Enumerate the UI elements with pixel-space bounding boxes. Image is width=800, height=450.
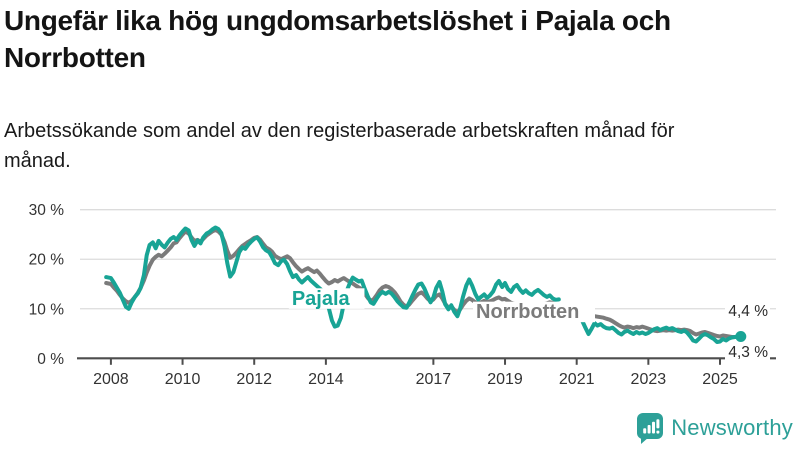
x-tick-label: 2014: [308, 371, 344, 388]
pajala-end-value-label: 4,4 %: [728, 303, 768, 320]
pajala-end-dot: [735, 331, 747, 343]
pajala-series-label: Pajala: [292, 288, 351, 310]
newsworthy-logo[interactable]: Newsworthy: [636, 412, 793, 444]
newsworthy-logo-text: Newsworthy: [671, 415, 793, 440]
end-label-mask: [725, 343, 770, 361]
x-tick-label: 2019: [487, 371, 523, 388]
x-tick-label: 2023: [631, 371, 667, 388]
x-tick-label: 2008: [93, 371, 129, 388]
x-tick-label: 2025: [702, 371, 738, 388]
newsworthy-icon: [637, 413, 664, 444]
norrbotten-series-label: Norrbotten: [476, 301, 579, 323]
pajala-line: [104, 225, 561, 329]
pajala-line: [580, 320, 743, 344]
end-label-mask: [725, 302, 770, 320]
x-tick-label: 2017: [416, 371, 452, 388]
chart-subtitle: Arbetssökande som andel av den registerb…: [4, 120, 675, 172]
y-tick-label: 10 %: [29, 301, 65, 318]
y-tick-label: 30 %: [29, 202, 65, 219]
x-tick-label: 2010: [165, 371, 201, 388]
norrbotten-label-mask: [473, 301, 596, 323]
x-tick-label: 2012: [236, 371, 272, 388]
y-tick-label: 0 %: [37, 351, 64, 368]
norrbotten-end-value-label: 4,3 %: [728, 344, 768, 361]
x-tick-label: 2021: [559, 371, 595, 388]
y-tick-label: 20 %: [29, 252, 65, 269]
pajala-label-mask: [288, 288, 365, 309]
chart-title: Ungefär lika hög ungdomsarbetslöshet i P…: [4, 5, 671, 73]
